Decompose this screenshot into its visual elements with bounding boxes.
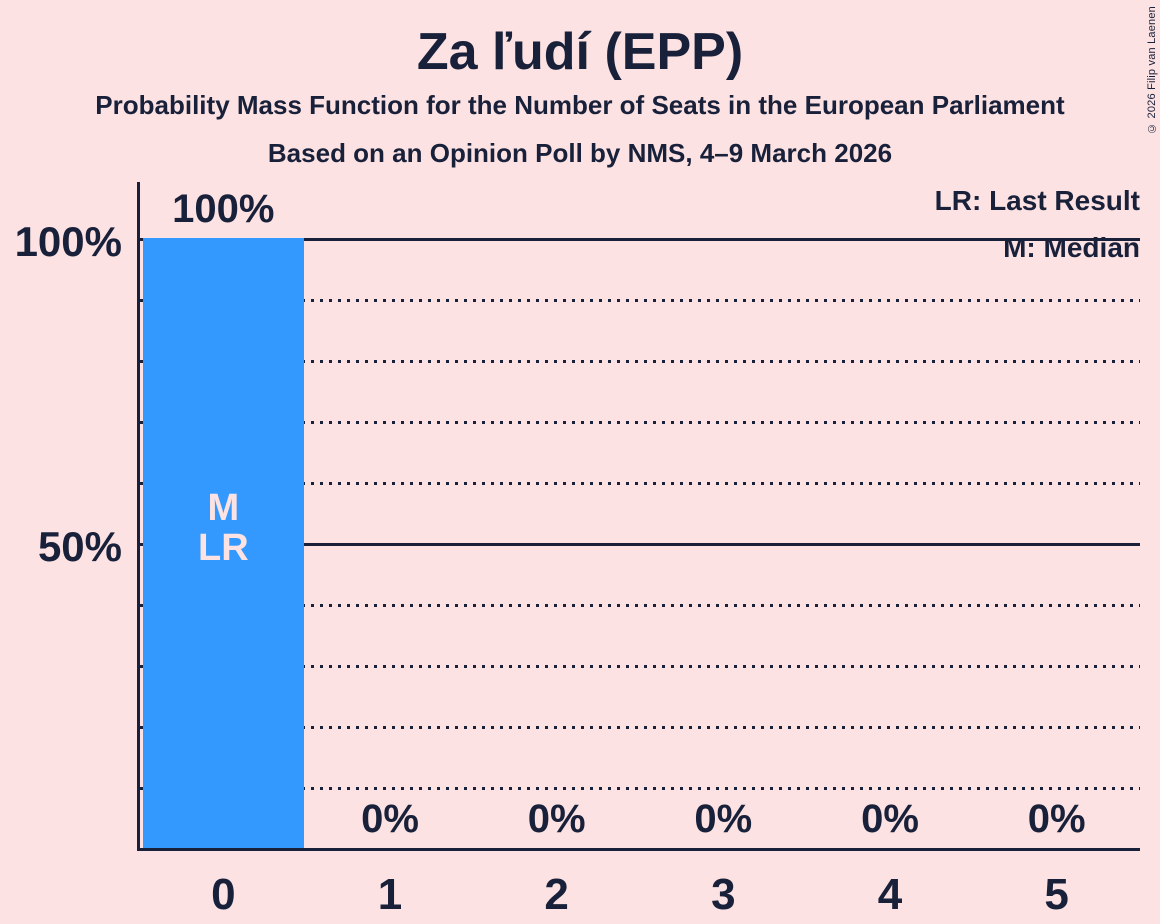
gridline-dotted: [140, 787, 1140, 790]
gridline-dotted: [140, 482, 1140, 485]
gridline-dotted: [140, 604, 1140, 607]
x-axis-label: 5: [1044, 870, 1069, 919]
chart-poll-source: Based on an Opinion Poll by NMS, 4–9 Mar…: [267, 138, 893, 168]
bar-inner-label-line: M: [207, 487, 240, 529]
bar-value-label: 0%: [527, 797, 586, 841]
bar: [142, 238, 305, 848]
bar-inner-label: M LR: [140, 488, 307, 568]
gridline-solid: [140, 238, 1140, 241]
chart-title: Za ľudí (EPP): [416, 23, 744, 81]
x-axis-label: 1: [377, 870, 403, 919]
gridline-solid: [140, 543, 1140, 546]
x-axis-label: 4: [877, 870, 903, 919]
gridline-dotted: [140, 421, 1140, 424]
chart-subtitle: Probability Mass Function for the Number…: [95, 90, 1065, 120]
gridline-dotted: [140, 299, 1140, 302]
bar-inner-label-line: LR: [198, 527, 249, 569]
legend-last-result: LR: Last Result: [934, 185, 1140, 216]
bar-value-label: 0%: [861, 797, 919, 841]
bar-value-label: 0%: [1027, 797, 1086, 841]
gridline-dotted: [140, 726, 1140, 729]
y-axis-line: [137, 182, 140, 851]
y-axis-label: 100%: [14, 218, 122, 265]
x-axis-label: 0: [211, 870, 236, 919]
x-axis-line: [137, 848, 1140, 851]
x-axis-label: 2: [544, 870, 569, 919]
y-axis-label: 50%: [37, 523, 122, 570]
bar-value-label: 100%: [172, 187, 275, 231]
gridline-dotted: [140, 360, 1140, 363]
bar-value-label: 0%: [694, 797, 753, 841]
gridline-dotted: [140, 665, 1140, 668]
bar-value-label: 0%: [361, 797, 419, 841]
legend-median: M: Median: [1003, 232, 1140, 263]
x-axis-label: 3: [711, 870, 736, 919]
